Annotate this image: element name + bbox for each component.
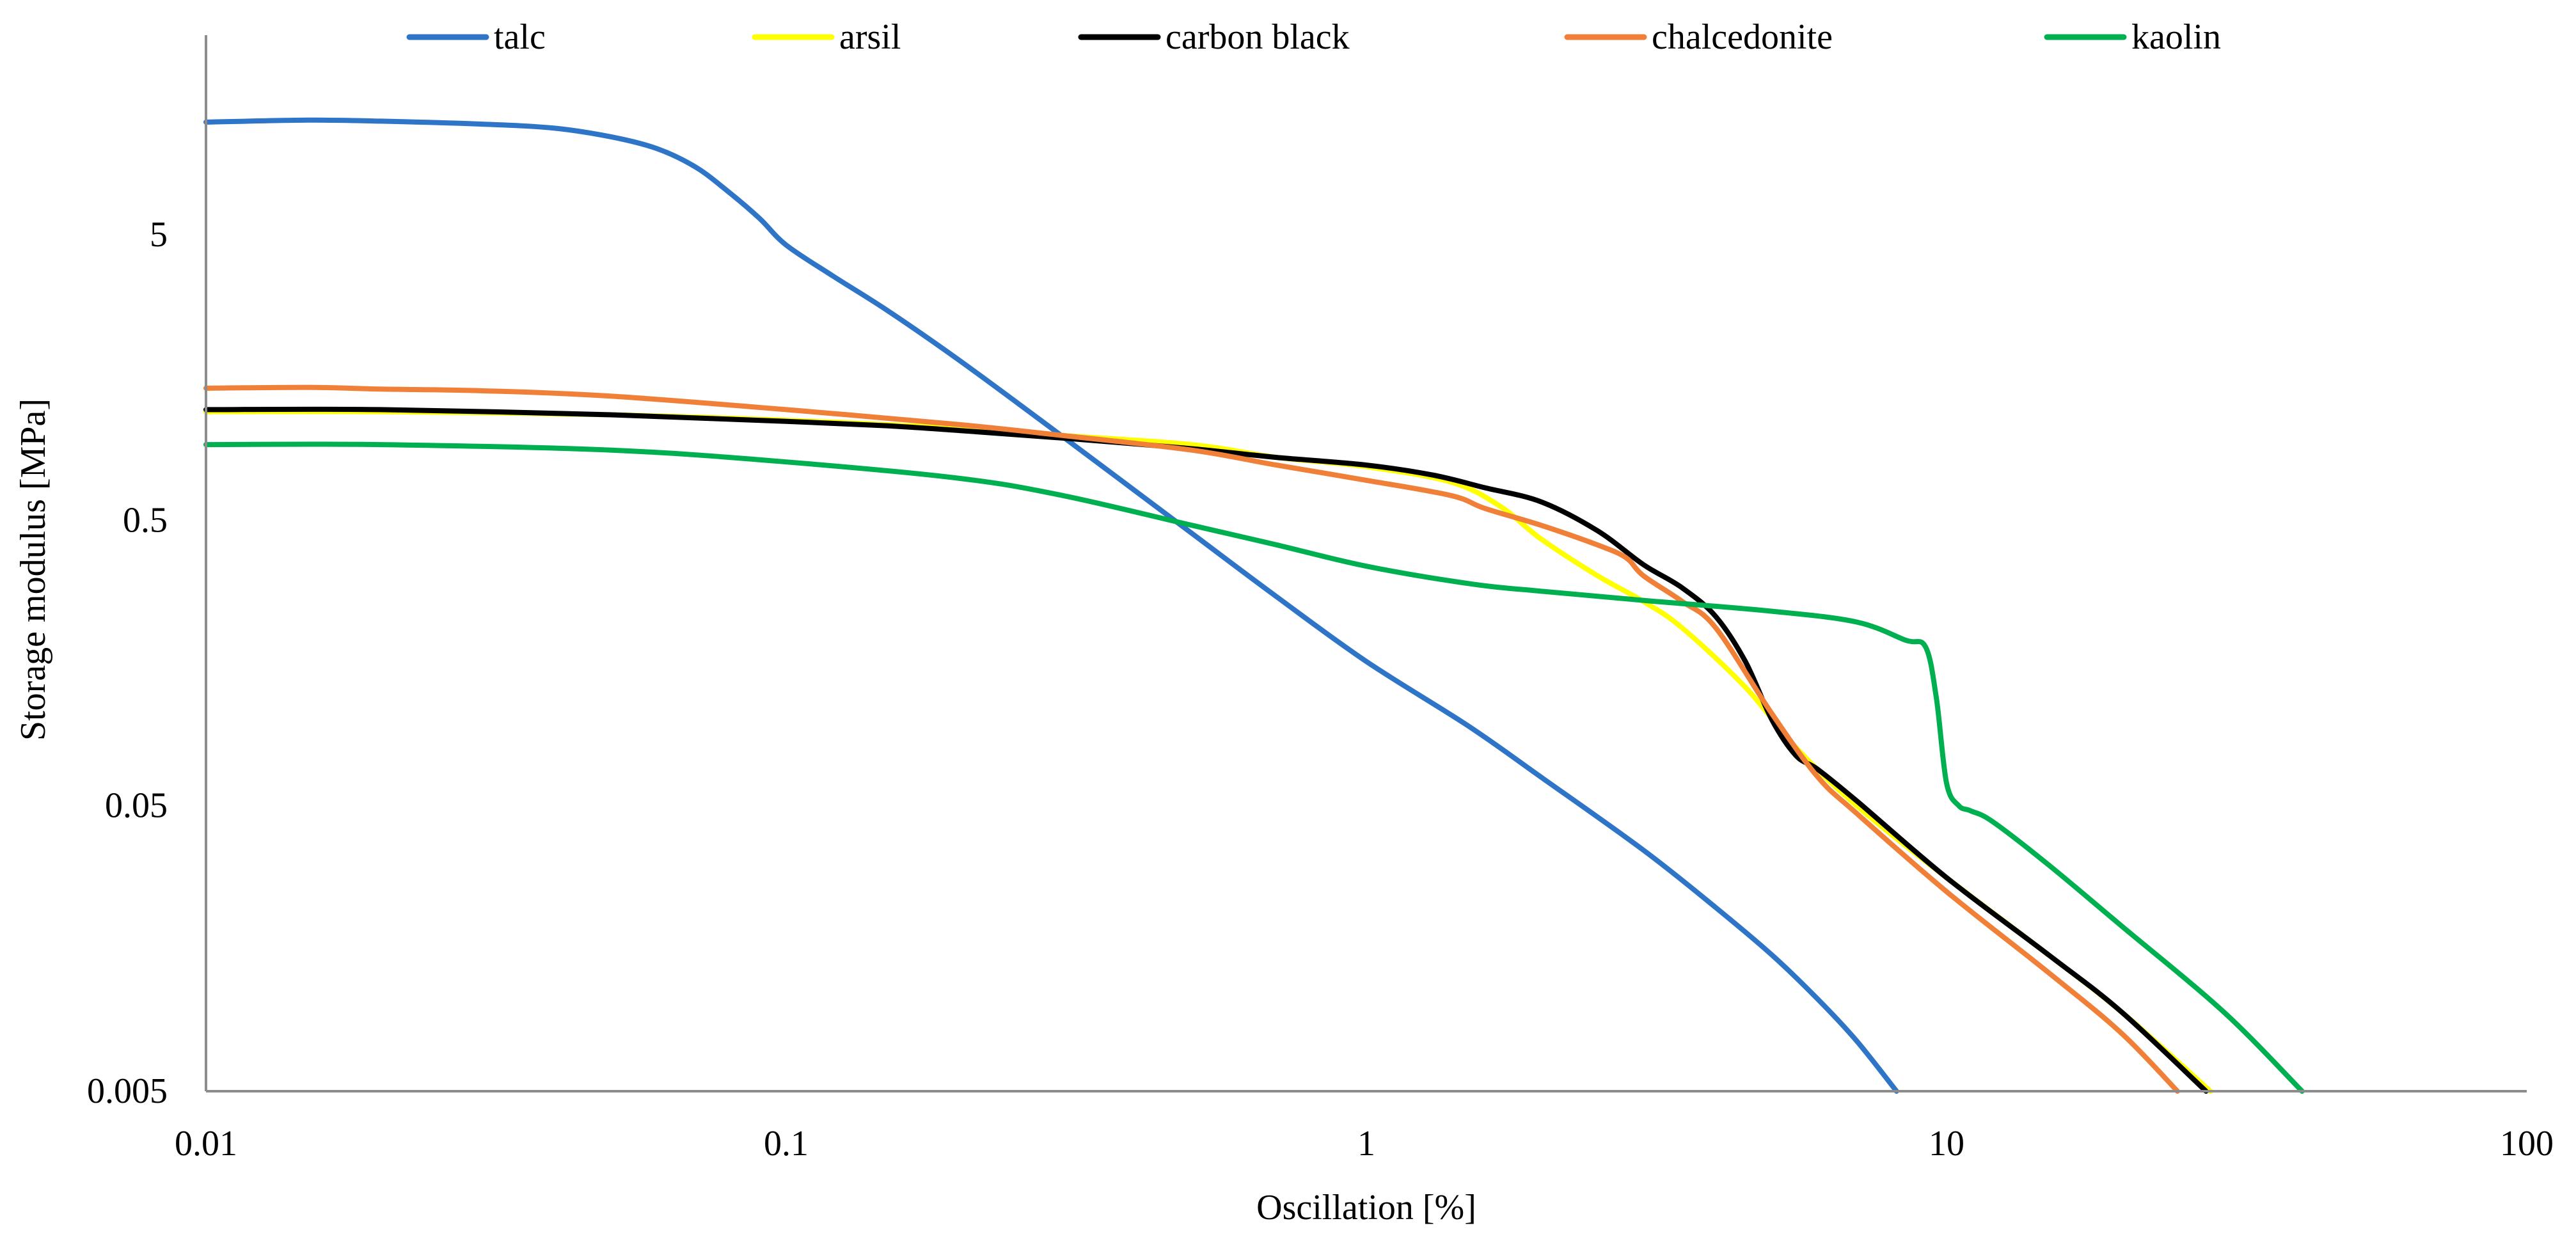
legend-label-arsil: arsil — [839, 17, 901, 57]
x-axis-ticks: 0.01 0.1 1 10 100 — [175, 1124, 2554, 1163]
y-axis-title: Storage modulus [MPa] — [13, 398, 53, 741]
y-axis-ticks: 0.005 0.05 0.5 5 — [87, 215, 168, 1111]
x-tick-label: 10 — [1929, 1124, 1964, 1163]
x-tick-label: 0.01 — [175, 1124, 237, 1163]
legend-label-carbon-black: carbon black — [1166, 17, 1350, 57]
series-line-carbon-black — [203, 406, 2209, 1094]
legend-label-chalcedonite: chalcedonite — [1652, 17, 1833, 57]
legend-label-kaolin: kaolin — [2131, 17, 2221, 57]
series-line-chalcedonite — [203, 384, 2180, 1094]
y-tick-label: 0.05 — [105, 786, 168, 826]
x-tick-label: 0.1 — [764, 1124, 809, 1163]
x-tick-label: 1 — [1357, 1124, 1375, 1163]
series-layer — [203, 117, 2305, 1094]
series-line-arsil — [203, 409, 2213, 1094]
y-tick-label: 5 — [150, 215, 168, 255]
y-tick-label: 0.005 — [87, 1071, 168, 1111]
x-axis-title: Oscillation [%] — [1256, 1188, 1476, 1227]
y-tick-label: 0.5 — [123, 500, 168, 540]
series-line-talc — [203, 117, 1899, 1094]
series-line-kaolin — [203, 441, 2305, 1094]
x-tick-label: 100 — [2500, 1124, 2554, 1163]
legend-label-talc: talc — [494, 17, 546, 57]
legend: talc arsil carbon black chalcedonite kaolin — [406, 17, 2221, 57]
